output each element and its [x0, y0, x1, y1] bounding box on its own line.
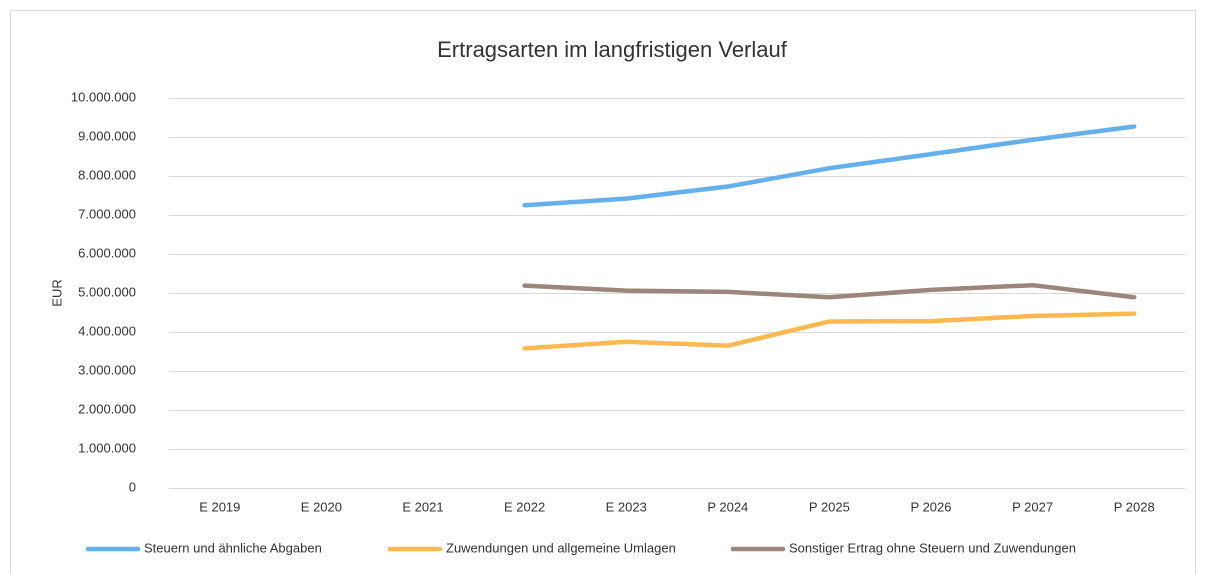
chart-title: Ertragsarten im langfristigen Verlauf [437, 37, 788, 62]
x-tick-label: E 2021 [402, 499, 443, 514]
series-line [522, 311, 1137, 351]
chart-border [10, 10, 1196, 574]
y-tick-label: 3.000.000 [78, 362, 136, 377]
y-tick-label: 8.000.000 [78, 167, 136, 182]
y-tick-label: 7.000.000 [78, 206, 136, 221]
y-tick-label: 1.000.000 [78, 440, 136, 455]
y-tick-label: 4.000.000 [78, 323, 136, 338]
x-tick-label: P 2026 [911, 499, 952, 514]
y-tick-label: 10.000.000 [71, 89, 136, 104]
x-tick-label: P 2024 [707, 499, 748, 514]
x-tick-label: P 2028 [1114, 499, 1155, 514]
x-tick-label: P 2025 [809, 499, 850, 514]
legend-label: Sonstiger Ertrag ohne Steuern und Zuwend… [789, 540, 1076, 555]
y-tick-label: 5.000.000 [78, 284, 136, 299]
x-tick-label: E 2022 [504, 499, 545, 514]
y-axis-label: EUR [49, 279, 64, 306]
y-tick-label: 0 [129, 479, 136, 494]
x-tick-label: P 2027 [1012, 499, 1053, 514]
legend-label: Zuwendungen und allgemeine Umlagen [446, 540, 676, 555]
y-tick-label: 2.000.000 [78, 401, 136, 416]
y-tick-label: 9.000.000 [78, 128, 136, 143]
series-line [522, 124, 1137, 208]
x-tick-label: E 2020 [301, 499, 342, 514]
x-tick-label: E 2019 [199, 499, 240, 514]
y-tick-label: 6.000.000 [78, 245, 136, 260]
series-line [522, 282, 1137, 300]
legend-label: Steuern und ähnliche Abgaben [144, 540, 322, 555]
x-tick-label: E 2023 [606, 499, 647, 514]
